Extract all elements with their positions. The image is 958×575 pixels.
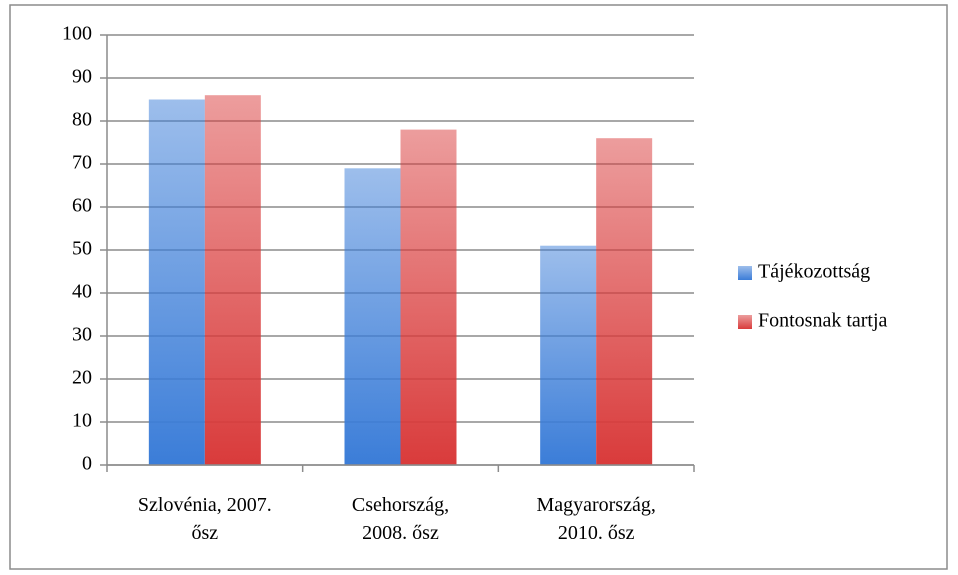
bar [400, 129, 457, 465]
bar [596, 138, 653, 465]
bar [204, 95, 261, 465]
x-tick-label: Magyarország, 2010. ősz [536, 494, 656, 544]
y-tick-label: 10 [72, 410, 92, 432]
legend-swatch [738, 266, 752, 280]
x-tick-label: Csehország, 2008. ősz [351, 494, 450, 544]
y-tick-label: 50 [72, 238, 92, 260]
y-tick-label: 40 [72, 281, 92, 303]
y-tick-label: 60 [72, 195, 92, 217]
y-tick-label: 80 [72, 109, 92, 131]
y-tick-label: 70 [72, 152, 92, 174]
legend-label: Tájékozottság [758, 261, 870, 283]
bar [540, 245, 597, 465]
legend-swatch [738, 315, 752, 329]
bar [344, 168, 401, 466]
y-tick-label: 100 [62, 23, 92, 45]
bar [148, 99, 205, 465]
y-tick-label: 20 [72, 367, 92, 389]
y-tick-label: 90 [72, 66, 92, 88]
y-tick-label: 0 [82, 453, 92, 475]
y-tick-label: 30 [72, 324, 92, 346]
legend-label: Fontosnak tartja [758, 310, 888, 332]
x-tick-label: Szlovénia, 2007. ősz [137, 494, 272, 544]
